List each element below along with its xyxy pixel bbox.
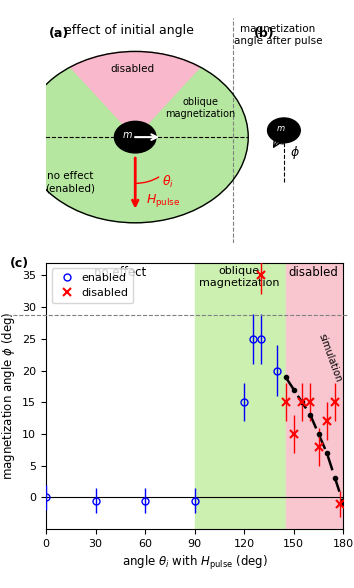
Text: oblique
magnetization: oblique magnetization — [199, 266, 280, 288]
Circle shape — [268, 118, 300, 143]
Text: no effect
(enabled): no effect (enabled) — [45, 172, 95, 193]
Text: effect of initial angle: effect of initial angle — [64, 25, 194, 38]
Text: (a): (a) — [49, 26, 69, 39]
Text: $\phi$: $\phi$ — [290, 145, 300, 162]
Text: disabled: disabled — [289, 266, 338, 279]
Text: $\theta_i$: $\theta_i$ — [162, 174, 174, 191]
Legend: enabled, disabled: enabled, disabled — [52, 268, 133, 303]
Y-axis label: magnetization angle $\phi$ (deg): magnetization angle $\phi$ (deg) — [0, 312, 17, 480]
Text: m: m — [277, 123, 285, 133]
Bar — [195, 263, 286, 529]
X-axis label: angle $\theta_i$ with $H_\mathrm{pulse}$ (deg): angle $\theta_i$ with $H_\mathrm{pulse}$… — [122, 554, 268, 573]
Text: m: m — [123, 130, 132, 140]
Bar — [286, 263, 347, 529]
Circle shape — [22, 52, 248, 223]
Text: simulation: simulation — [317, 332, 344, 383]
Text: disabled: disabled — [110, 65, 154, 75]
Text: oblique
magnetization: oblique magnetization — [166, 97, 236, 119]
Text: no effect: no effect — [94, 266, 147, 279]
Circle shape — [114, 121, 156, 153]
Text: magnetization
angle after pulse: magnetization angle after pulse — [234, 25, 322, 46]
Text: $H_\mathrm{pulse}$: $H_\mathrm{pulse}$ — [145, 192, 180, 209]
Text: (b): (b) — [254, 26, 275, 39]
Text: (c): (c) — [10, 258, 29, 270]
Wedge shape — [70, 52, 200, 137]
